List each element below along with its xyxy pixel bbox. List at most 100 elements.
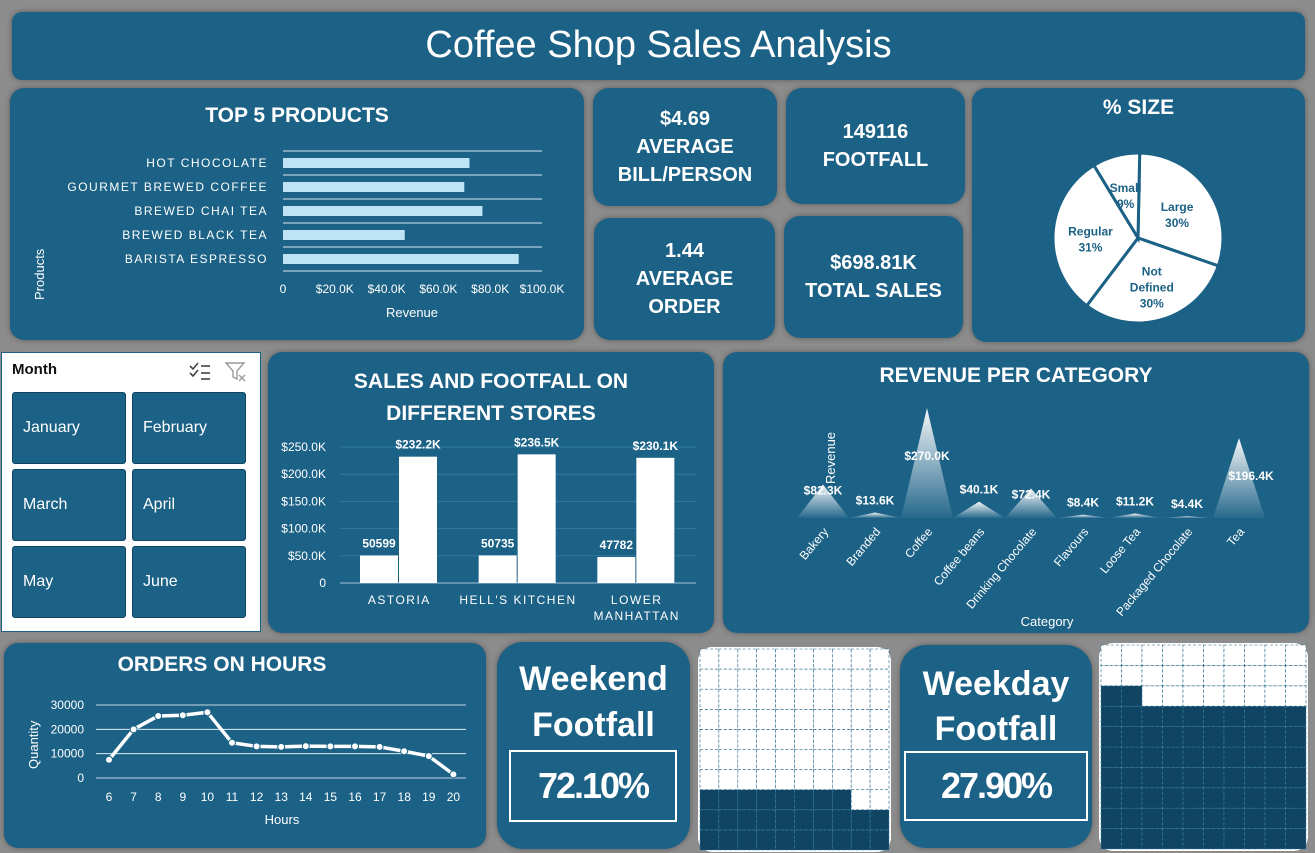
stores-y-tick: $250.0K: [281, 440, 326, 454]
revenue-category-value-label: $11.2K: [1116, 494, 1154, 508]
waffle-cell: [1203, 787, 1225, 809]
month-tile-march[interactable]: March: [12, 469, 126, 541]
waffle-cell: [718, 769, 739, 790]
waffle-cell: [869, 749, 890, 770]
waffle-cell: [1264, 767, 1286, 789]
clear-filter-icon[interactable]: [224, 361, 248, 383]
waffle-cell: [1121, 746, 1143, 768]
month-slicer: Month January February March April May June: [1, 352, 261, 632]
waffle-cell: [775, 668, 795, 690]
waffle-cell: [737, 789, 757, 811]
stores-bar: [636, 457, 675, 583]
month-slicer-header: Month: [12, 361, 57, 378]
waffle-cell: [718, 749, 739, 770]
waffle-cell: [1203, 828, 1225, 850]
waffle-cell: [850, 769, 871, 790]
waffle-cell: [718, 688, 739, 710]
waffle-cell: [832, 668, 852, 690]
revenue-category-x-label: Tea: [1224, 525, 1247, 549]
hours-x-tick: 11: [226, 790, 239, 804]
waffle-cell: [1162, 685, 1184, 707]
waffle-cell: [1203, 807, 1225, 829]
total-sales-value: $698.81K: [830, 252, 917, 274]
waffle-cell: [1162, 746, 1184, 768]
waffle-cell: [794, 789, 814, 811]
waffle-cell: [699, 648, 720, 670]
waffle-cell: [737, 769, 757, 790]
hours-x-tick: 16: [348, 790, 362, 804]
hours-ylabel: Quantity: [26, 720, 41, 769]
top-products-category-label: GOURMET BREWED COFFEE: [67, 180, 268, 194]
size-pie-slice: [1091, 151, 1142, 244]
waffle-cell: [832, 809, 852, 831]
waffle-cell: [756, 708, 776, 730]
waffle-cell: [699, 789, 720, 811]
revenue-category-value-label: $196.4K: [1228, 469, 1274, 483]
waffle-cell: [1244, 665, 1266, 687]
waffle-cell: [1203, 726, 1225, 748]
waffle-cell: [1285, 767, 1307, 789]
avg-bill-card: $4.69 AVERAGE BILL/PERSON: [593, 88, 777, 206]
revenue-category-peak: [901, 408, 953, 518]
hours-y-tick: 0: [77, 771, 84, 785]
waffle-cell: [1100, 787, 1122, 809]
waffle-cell: [1182, 644, 1204, 666]
waffle-cell: [756, 809, 776, 831]
month-tile-january[interactable]: January: [12, 392, 126, 464]
top-products-category-label: HOT CHOCOLATE: [146, 156, 268, 170]
waffle-cell: [1223, 767, 1245, 789]
waffle-cell: [794, 648, 814, 670]
hours-point: [375, 742, 384, 751]
stores-bar: [478, 555, 517, 583]
revenue-category-title: REVENUE PER CATEGORY: [879, 364, 1153, 387]
waffle-cell: [850, 648, 871, 670]
top-products-x-tick: $60.0K: [419, 282, 457, 296]
total-sales-label: TOTAL SALES: [805, 280, 942, 302]
waffle-cell: [718, 809, 739, 831]
top-products-panel: TOP 5 PRODUCTS Products Revenue HOT CHOC…: [10, 88, 584, 340]
top-products-ylabel: Products: [32, 248, 47, 300]
waffle-cell: [869, 729, 890, 750]
revenue-category-x-label: Coffee beans: [931, 525, 987, 589]
waffle-cell: [737, 829, 757, 851]
month-tile-may[interactable]: May: [12, 546, 126, 618]
waffle-cell: [699, 829, 720, 851]
waffle-cell: [1162, 787, 1184, 809]
top-products-category-label: BREWED CHAI TEA: [134, 204, 268, 218]
waffle-cell: [850, 729, 871, 750]
weekend-percentage: 72.10%: [509, 750, 677, 822]
multi-select-icon[interactable]: [188, 361, 212, 381]
month-tile-june[interactable]: June: [132, 546, 246, 618]
waffle-cell: [1285, 665, 1307, 687]
month-tile-february[interactable]: February: [132, 392, 246, 464]
revenue-category-x-label: Loose Tea: [1097, 525, 1143, 577]
waffle-cell: [1264, 828, 1286, 850]
month-tile-april[interactable]: April: [132, 469, 246, 541]
top-products-bar: [283, 254, 519, 264]
waffle-cell: [699, 769, 720, 790]
size-pie-slice-label: Large: [1161, 200, 1194, 214]
waffle-cell: [813, 829, 833, 851]
waffle-cell: [1141, 828, 1163, 850]
hours-point: [129, 725, 138, 734]
hours-x-tick: 9: [179, 790, 186, 804]
stores-bar-label: $232.2K: [395, 438, 441, 452]
waffle-cell: [1100, 726, 1122, 748]
hours-point: [178, 711, 187, 720]
waffle-cell: [1244, 828, 1266, 850]
waffle-cell: [832, 688, 852, 710]
hours-point: [400, 747, 409, 756]
waffle-cell: [1244, 767, 1266, 789]
waffle-cell: [718, 829, 739, 851]
hours-y-tick: 20000: [51, 722, 85, 736]
waffle-cell: [1285, 685, 1307, 707]
waffle-cell: [869, 708, 890, 730]
waffle-cell: [1223, 665, 1245, 687]
top-products-x-tick: $20.0K: [316, 282, 354, 296]
weekday-title-line1: Weekday: [922, 665, 1070, 703]
hours-point: [277, 742, 286, 751]
hours-chart: Quantity Hours 30000 20000 10000 0 6 7 8 9 10 11 1…: [26, 698, 466, 827]
waffle-cell: [1182, 787, 1204, 809]
waffle-cell: [869, 648, 890, 670]
waffle-cell: [737, 668, 757, 690]
